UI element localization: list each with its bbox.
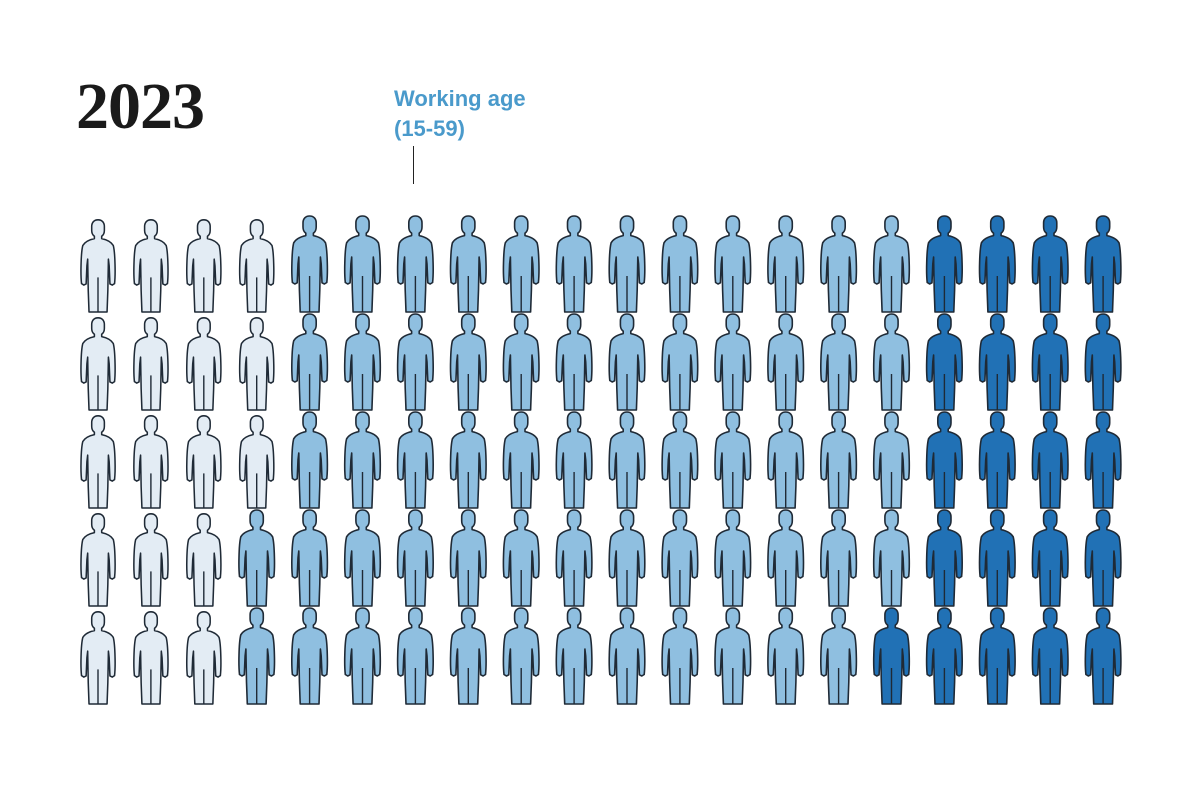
chart-title: 2023 (76, 70, 205, 143)
annotation-leader-line (413, 146, 414, 184)
annotation-line-1: Working age (394, 86, 526, 111)
working-age-annotation: Working age (15-59) (394, 84, 526, 144)
annotation-line-2: (15-59) (394, 116, 465, 141)
